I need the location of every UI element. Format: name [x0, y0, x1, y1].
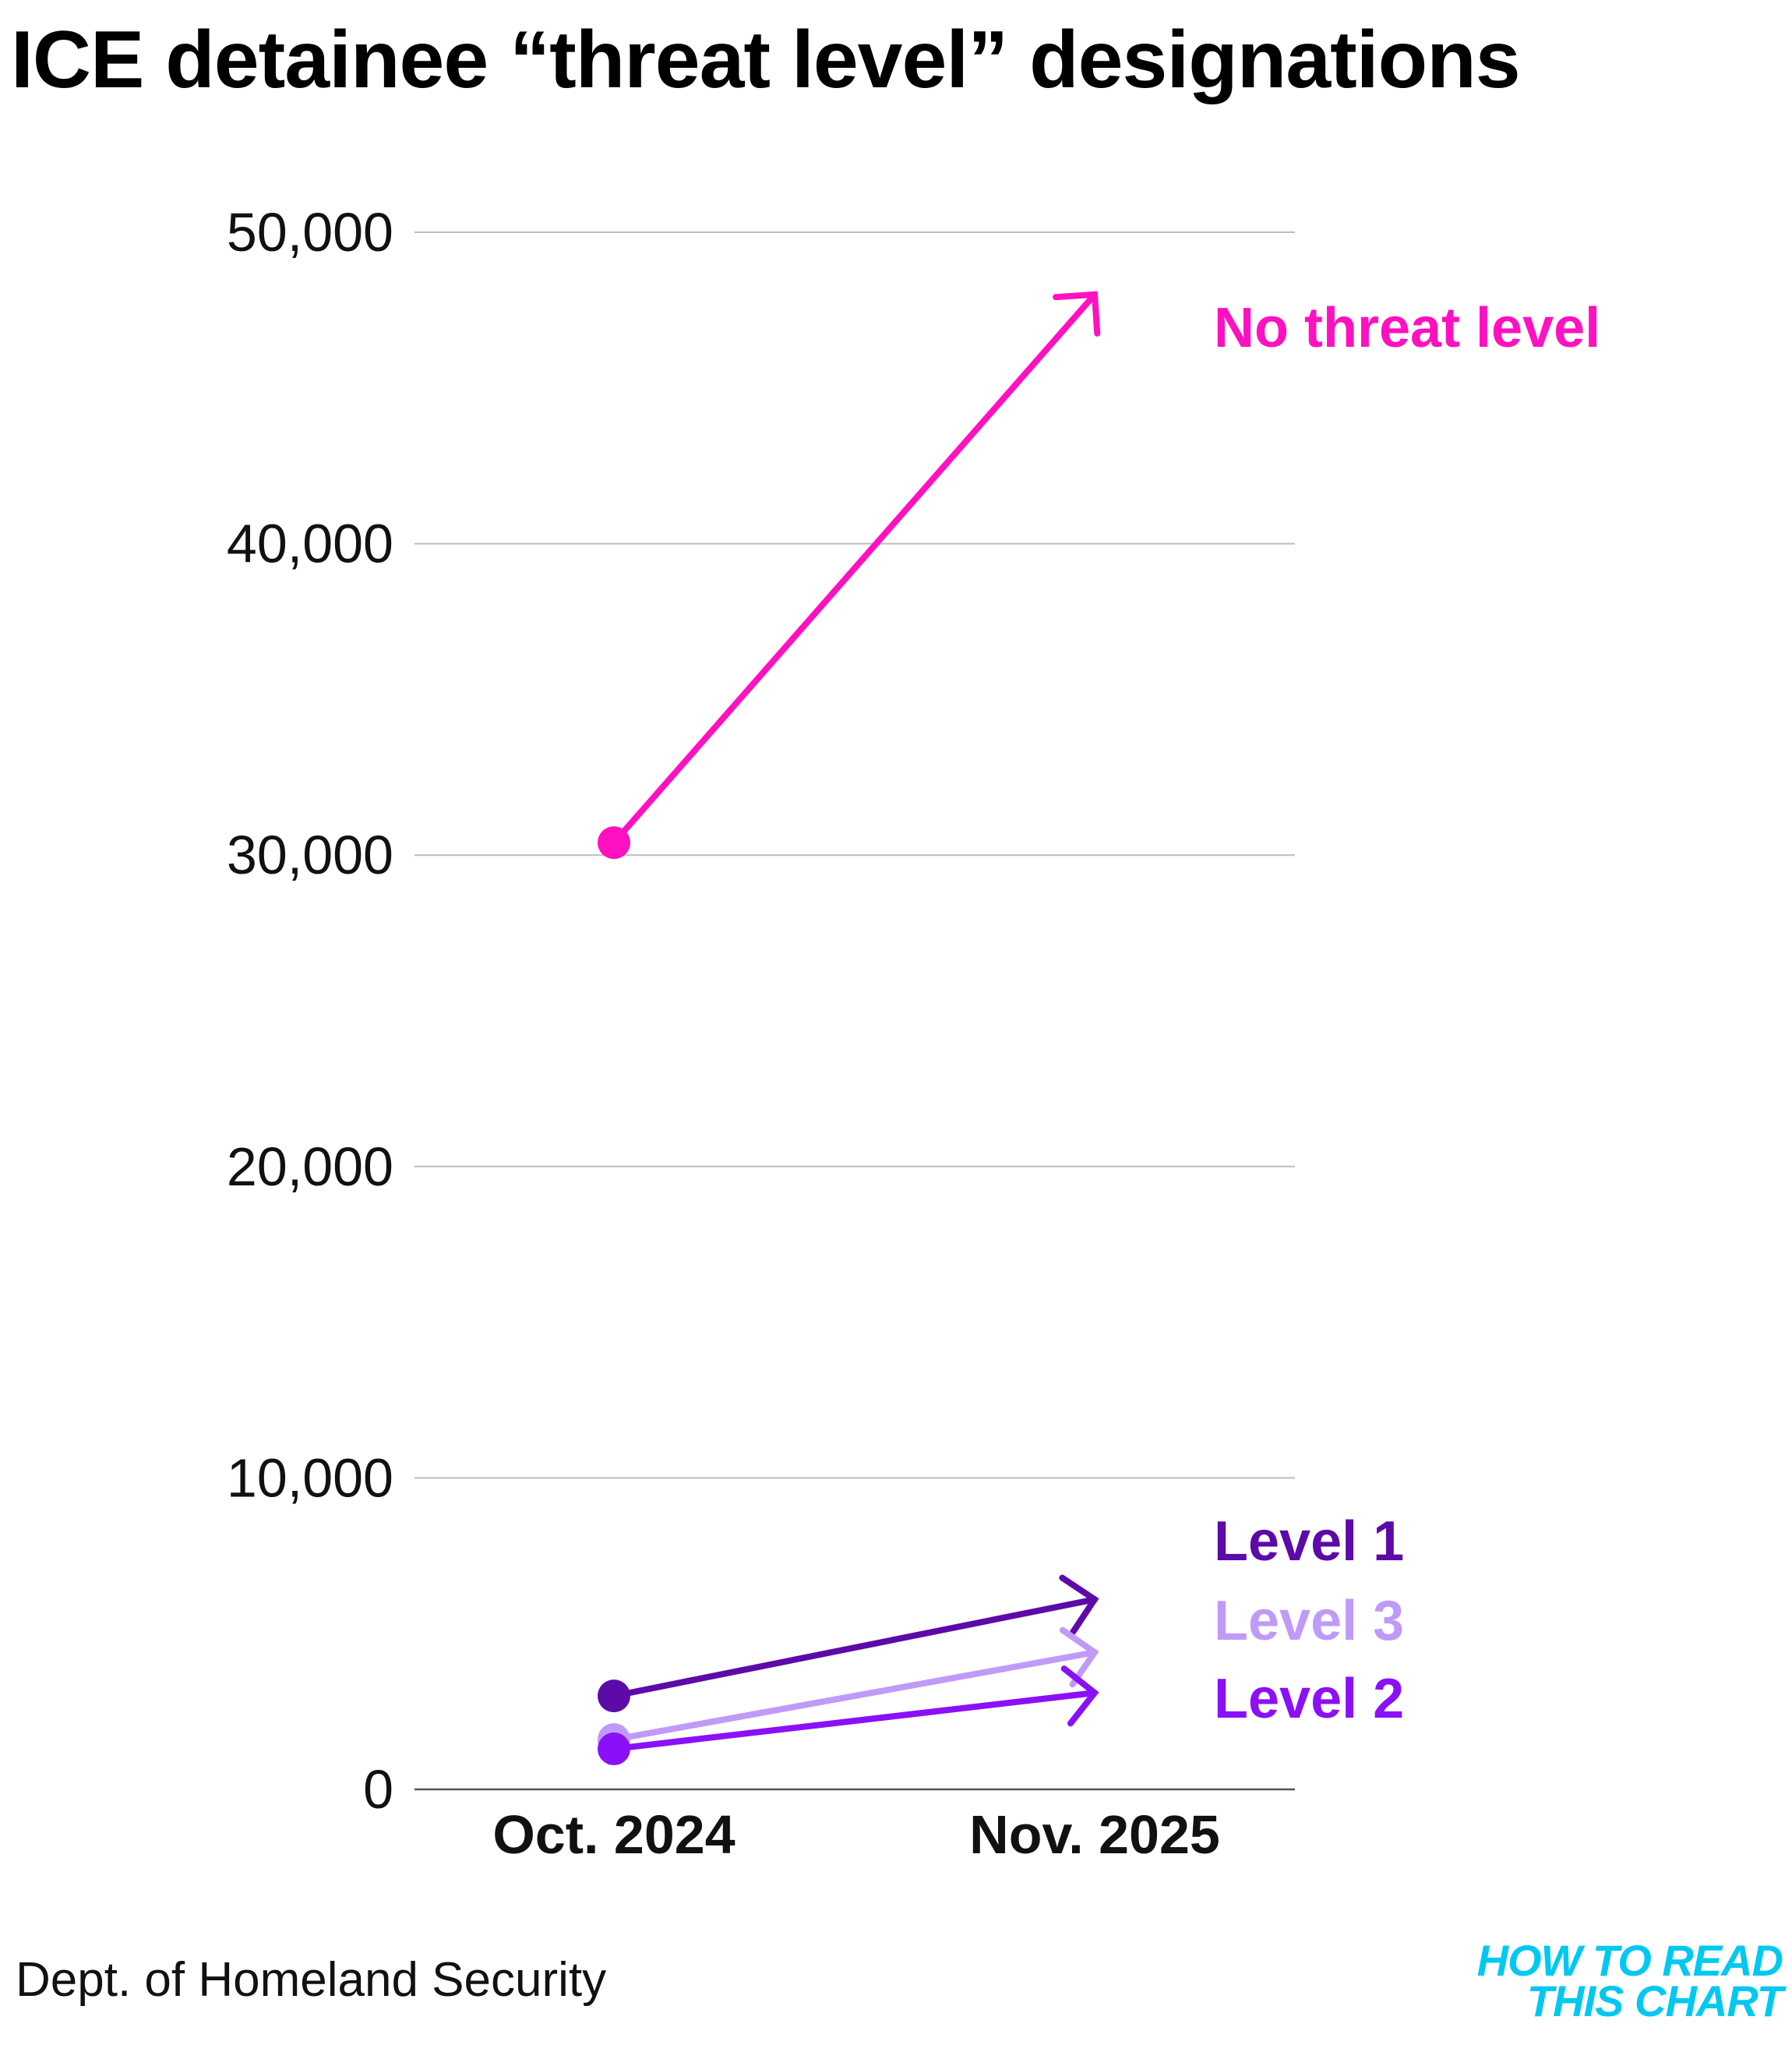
y-axis-ticks: 0 10,000 20,000 30,000 40,000 50,000 — [227, 202, 393, 1820]
arrowhead — [1059, 1574, 1099, 1635]
start-point — [598, 826, 630, 860]
series-labels: No threat level Level 1 Level 3 Level 2 — [1214, 297, 1600, 1730]
start-point — [598, 1679, 630, 1713]
y-tick-label: 10,000 — [227, 1447, 393, 1508]
series-label: Level 2 — [1214, 1668, 1404, 1730]
y-tick-label: 40,000 — [227, 514, 393, 574]
y-tick-label: 0 — [363, 1759, 393, 1820]
gridlines — [414, 231, 1295, 1791]
series-line — [611, 1649, 1098, 1743]
series-label: Level 3 — [1214, 1590, 1404, 1652]
series-line — [611, 291, 1098, 846]
arrowhead — [1059, 1626, 1099, 1688]
x-axis-ticks: Oct. 2024 Nov. 2025 — [492, 1804, 1219, 1865]
y-tick-label: 50,000 — [227, 202, 393, 263]
arrowhead — [1053, 291, 1101, 337]
series-level-2 — [598, 1665, 1099, 1766]
brand-logo: HOW TO READ THIS CHART — [1476, 1936, 1783, 2026]
x-tick-label: Nov. 2025 — [969, 1804, 1220, 1865]
series — [598, 291, 1101, 1766]
series-line — [611, 1690, 1098, 1753]
source-note: Dept. of Homeland Security — [16, 1953, 607, 2007]
series-line — [611, 1596, 1098, 1700]
series-no-threat-level — [598, 291, 1101, 860]
start-point — [598, 1732, 630, 1766]
series-label: Level 1 — [1214, 1510, 1404, 1573]
y-tick-label: 30,000 — [227, 825, 393, 885]
y-tick-label: 20,000 — [227, 1136, 393, 1197]
series-label: No threat level — [1214, 297, 1600, 359]
series-level-1 — [598, 1574, 1099, 1713]
chart-title: ICE detainee “threat level” designations — [11, 15, 1521, 105]
logo-line-2: THIS CHART — [1526, 1976, 1783, 2026]
arrowhead — [1060, 1665, 1099, 1727]
x-tick-label: Oct. 2024 — [492, 1804, 735, 1865]
logo-line-1: HOW TO READ — [1476, 1936, 1783, 1985]
